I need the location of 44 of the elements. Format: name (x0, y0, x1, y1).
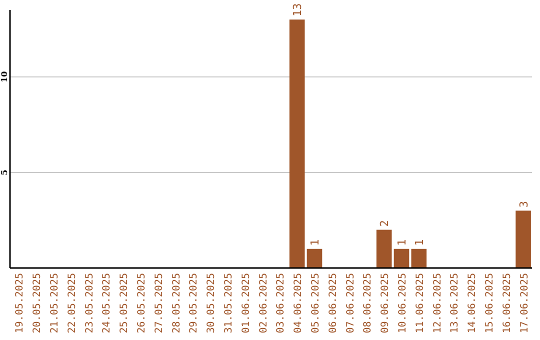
x-tick-label: 03.06.2025 (276, 273, 287, 334)
x-tick-label: 10.06.2025 (398, 273, 408, 334)
x-tick-label: 30.05.2025 (206, 273, 218, 334)
x-tick-label: 15.06.2025 (484, 273, 496, 334)
x-tick-label: 31.05.2025 (224, 273, 234, 334)
data-label: 13 (291, 3, 304, 17)
x-tick-label: 14.06.2025 (467, 273, 478, 334)
x-tick-label: 25.05.2025 (119, 273, 130, 334)
x-tick-label: 12.06.2025 (432, 273, 444, 334)
x-tick-label: 13.06.2025 (450, 273, 461, 334)
x-tick-label: 05.06.2025 (310, 273, 322, 334)
x-tick-label: 24.05.2025 (102, 273, 113, 334)
x-tick-label: 20.05.2025 (32, 273, 44, 334)
x-tick-label: 01.06.2025 (240, 273, 252, 334)
bar (376, 230, 392, 268)
data-label: 2 (378, 220, 392, 227)
data-label: 3 (517, 201, 530, 208)
x-tick-label: 19.05.2025 (14, 273, 26, 334)
x-tick-label: 08.06.2025 (362, 273, 374, 334)
bar (306, 248, 322, 268)
x-tick-label: 02.06.2025 (258, 273, 270, 334)
x-tick-label: 09.06.2025 (380, 273, 392, 334)
y-tick-label: 5 (0, 170, 9, 176)
x-tick-label: 04.06.2025 (293, 273, 304, 334)
x-tick-label: 16.06.2025 (502, 273, 513, 334)
x-tick-label: 26.05.2025 (136, 273, 148, 334)
x-tick-label: 23.05.2025 (84, 273, 96, 334)
bar (516, 210, 531, 268)
data-label: 1 (412, 239, 426, 246)
x-tick-label: 22.05.2025 (66, 273, 78, 334)
x-tick-label: 06.06.2025 (328, 273, 339, 334)
y-tick-label: 10 (0, 70, 9, 82)
x-tick-label: 21.05.2025 (50, 273, 60, 334)
x-tick-label: 27.05.2025 (154, 273, 165, 334)
x-tick-label: 29.05.2025 (188, 273, 200, 334)
bar (289, 20, 305, 268)
data-label: 1 (396, 239, 408, 246)
x-tick-label: 07.06.2025 (345, 273, 356, 334)
data-label: 1 (308, 239, 322, 246)
bar (394, 248, 410, 268)
x-tick-label: 17.06.2025 (519, 273, 530, 334)
x-tick-label: 11.06.2025 (414, 273, 426, 334)
bar (411, 248, 427, 268)
x-tick-label: 28.05.2025 (171, 273, 182, 334)
